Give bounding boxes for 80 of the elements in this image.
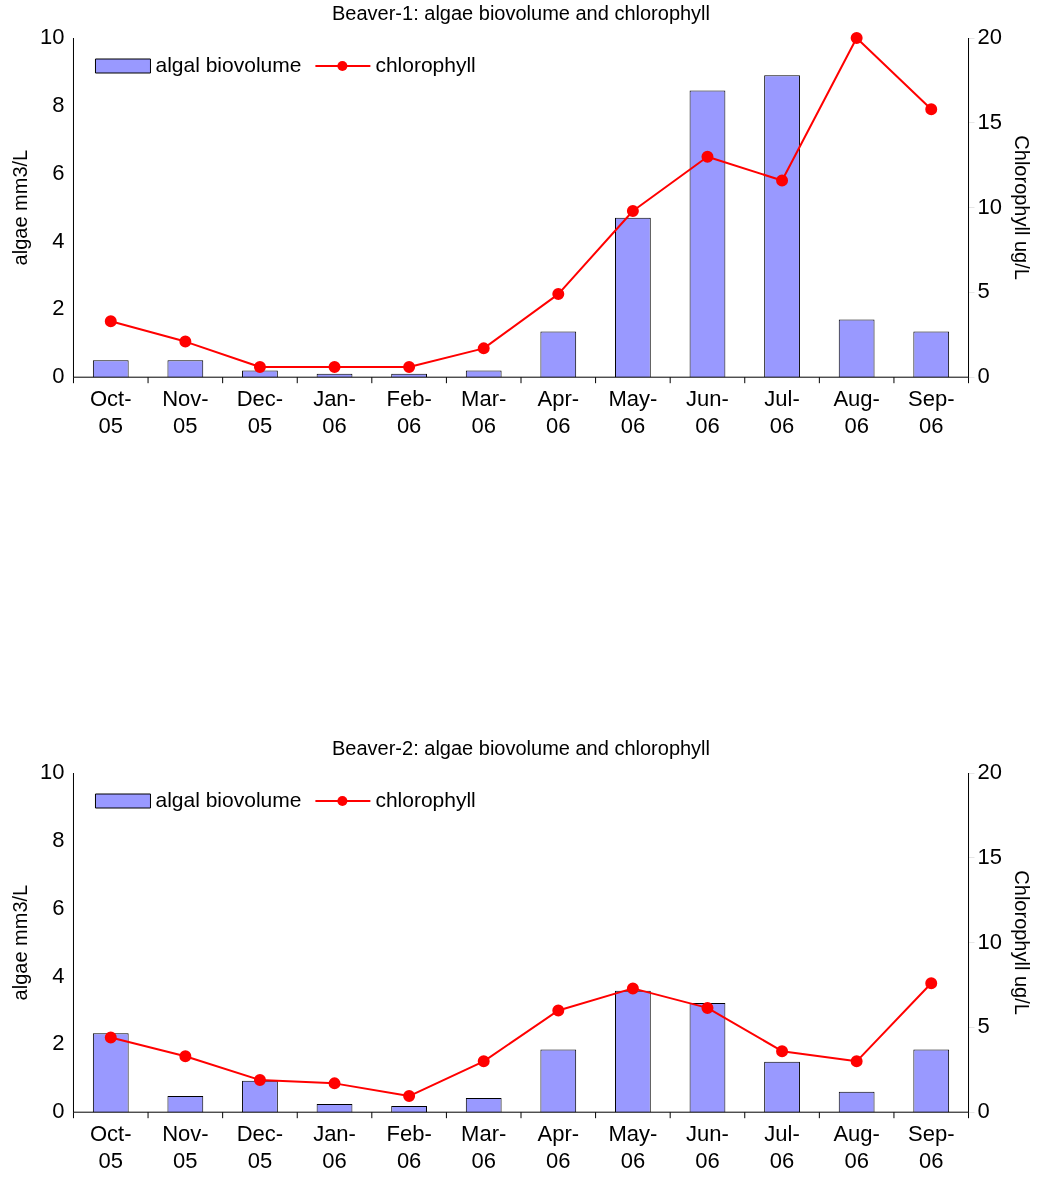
y-tick-label: 2 <box>52 1030 65 1056</box>
point <box>104 1031 117 1044</box>
y2-tick-label: 10 <box>977 193 1003 219</box>
x-tick-label: Jul-06 <box>764 386 800 438</box>
y2-tick-label: 15 <box>977 843 1003 869</box>
y-tick-label: 2 <box>52 295 65 321</box>
x-tick-label: Aug-06 <box>833 386 880 438</box>
x-tick-label: Nov-05 <box>162 386 209 438</box>
point <box>104 315 117 328</box>
y2-tick-label: 10 <box>977 928 1003 954</box>
point <box>701 1001 714 1014</box>
y2-tick-label: 0 <box>977 1098 990 1124</box>
x-tick-label: Apr-06 <box>537 1121 580 1173</box>
chart-title: Beaver-1: algae biovolume and chlorophyll <box>331 1 711 24</box>
point <box>477 342 490 355</box>
y-axis-title: algae mm3/L <box>8 149 31 266</box>
y-tick-label: 10 <box>39 759 65 785</box>
point <box>328 361 341 374</box>
legend-label: algal biovolume <box>155 52 302 76</box>
point <box>925 977 938 990</box>
point <box>626 204 639 217</box>
x-tick-label: Jun-06 <box>686 386 729 438</box>
x-tick-label: Oct-05 <box>89 386 132 438</box>
y-tick-label: 4 <box>52 962 65 988</box>
y2-tick-label: 5 <box>977 278 990 304</box>
y-tick-label: 10 <box>39 24 65 50</box>
legend-label: algal biovolume <box>155 787 302 811</box>
point <box>179 1050 192 1063</box>
y2-tick-label: 20 <box>977 759 1003 785</box>
x-tick-label: Jan-06 <box>313 386 356 438</box>
point <box>701 150 714 163</box>
y2-axis-title: Chlorophyll ug/L <box>1011 135 1034 280</box>
point <box>850 1055 863 1068</box>
y-axis-title: algae mm3/L <box>8 884 31 1001</box>
chart-title: Beaver-2: algae biovolume and chlorophyll <box>331 736 711 759</box>
y-tick-label: 0 <box>52 363 65 389</box>
y-tick-label: 0 <box>52 1098 65 1124</box>
y2-tick-label: 0 <box>977 363 990 389</box>
point <box>253 361 266 374</box>
y2-tick-label: 5 <box>977 1013 990 1039</box>
point <box>626 982 639 995</box>
x-tick-label: Jun-06 <box>686 1121 729 1173</box>
x-tick-label: Mar-06 <box>461 1121 507 1173</box>
x-tick-label: Feb-06 <box>386 1121 432 1173</box>
point <box>179 335 192 348</box>
point <box>253 1073 266 1086</box>
x-tick-label: Apr-06 <box>537 386 580 438</box>
y-tick-label: 6 <box>52 159 65 185</box>
point <box>776 1045 789 1058</box>
point <box>477 1055 490 1068</box>
point <box>552 288 565 301</box>
point <box>552 1004 565 1017</box>
x-tick-label: Sep-06 <box>907 1121 955 1173</box>
x-tick-label: Dec-05 <box>236 386 284 438</box>
y2-tick-label: 20 <box>977 24 1003 50</box>
x-tick-label: May-06 <box>608 386 658 438</box>
x-tick-label: Nov-05 <box>162 1121 209 1173</box>
y-tick-label: 6 <box>52 894 65 920</box>
point <box>328 1077 341 1090</box>
x-tick-label: Dec-05 <box>236 1121 284 1173</box>
x-tick-label: Jan-06 <box>313 1121 356 1173</box>
x-tick-label: Jul-06 <box>764 1121 800 1173</box>
y-tick-label: 8 <box>52 826 65 852</box>
point <box>850 32 863 44</box>
x-tick-label: May-06 <box>608 1121 658 1173</box>
point <box>403 1090 416 1103</box>
x-tick-label: Oct-05 <box>89 1121 132 1173</box>
y2-axis-title: Chlorophyll ug/L <box>1011 870 1034 1015</box>
y-tick-label: 8 <box>52 91 65 117</box>
y-tick-label: 4 <box>52 227 65 253</box>
x-tick-label: Aug-06 <box>833 1121 880 1173</box>
x-tick-label: Sep-06 <box>907 386 955 438</box>
x-tick-label: Mar-06 <box>461 386 507 438</box>
point <box>776 174 789 187</box>
legend-label: chlorophyll <box>375 52 476 76</box>
x-tick-label: Feb-06 <box>386 386 432 438</box>
point <box>925 103 938 116</box>
legend-label: chlorophyll <box>375 787 476 811</box>
point <box>403 361 416 374</box>
y2-tick-label: 15 <box>977 108 1003 134</box>
